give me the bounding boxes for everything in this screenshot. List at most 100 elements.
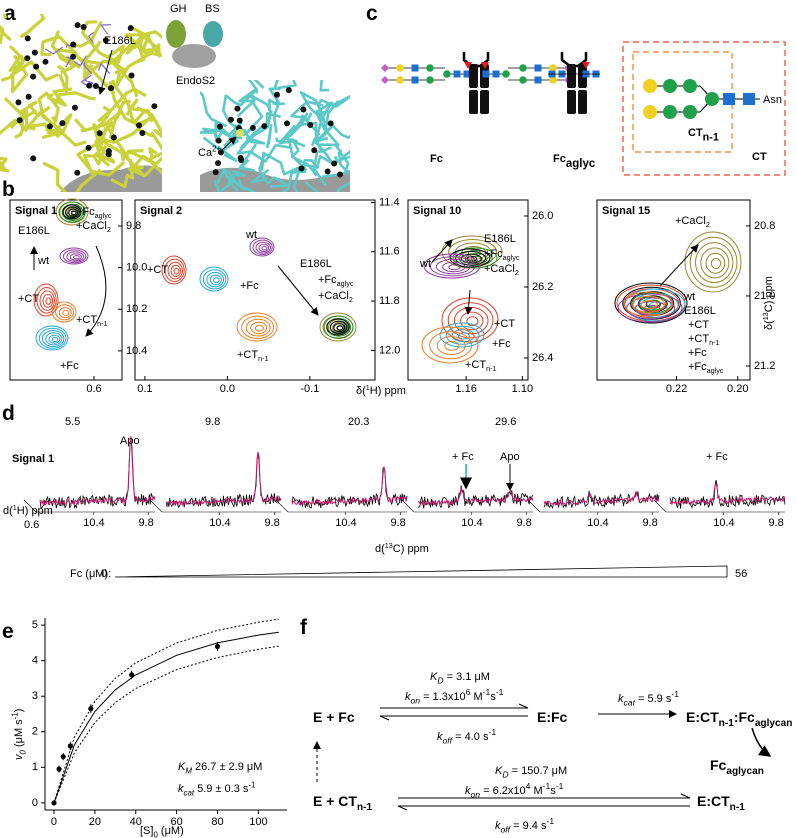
ribbon xyxy=(303,154,335,170)
residue-dot xyxy=(25,93,32,100)
label: Signal 2 xyxy=(140,205,182,217)
text-part: +CT xyxy=(465,359,486,371)
ribbon xyxy=(289,121,323,152)
ribbon xyxy=(329,123,350,139)
fc-chain xyxy=(469,64,478,88)
label: BS xyxy=(205,3,220,15)
fc-chain xyxy=(567,64,576,88)
contour xyxy=(71,210,77,216)
concentration-wedge xyxy=(114,565,728,578)
x-tick-label: -0.1 xyxy=(300,383,319,395)
text-part: 0 xyxy=(153,830,158,838)
contour xyxy=(445,325,480,345)
contour xyxy=(632,295,666,313)
rate-constant: koff = 4.0 s-1 xyxy=(437,727,496,746)
label: δ(1H) ppm xyxy=(356,383,406,397)
label: +CTn-1 xyxy=(76,314,107,328)
residue-dot xyxy=(70,53,77,60)
contour xyxy=(329,320,348,334)
ribbon xyxy=(136,127,162,163)
label: +CTn-1 xyxy=(465,359,496,373)
ribbon xyxy=(281,170,307,192)
residue-dot xyxy=(331,160,338,167)
trace-fit xyxy=(417,487,534,507)
text-part: +Fc xyxy=(688,361,707,373)
residue-dot xyxy=(311,147,318,154)
residue-dot xyxy=(336,171,343,178)
text-part: +Fc xyxy=(76,206,95,218)
ribbon xyxy=(312,139,342,153)
contour xyxy=(626,297,676,320)
rate-constant: koff = 9.4 s-1 xyxy=(495,816,554,835)
contour xyxy=(167,261,183,280)
arrow xyxy=(464,289,473,315)
text-part: 5.9 ± 0.3 s xyxy=(194,783,249,795)
ligand xyxy=(73,55,87,67)
contour xyxy=(73,255,80,260)
ribbon xyxy=(253,80,265,89)
label: wt xyxy=(245,229,257,241)
text-part: aglyc xyxy=(95,211,112,220)
ligand xyxy=(45,46,64,55)
x-tick-label: 100 xyxy=(249,816,267,828)
y-tick-label: 2 xyxy=(32,726,38,738)
contour xyxy=(254,324,264,332)
contour xyxy=(33,283,59,317)
contour xyxy=(62,204,82,220)
y-tick-label: 26.4 xyxy=(532,352,553,364)
label: 10.4 xyxy=(713,517,734,529)
text-part: 13 xyxy=(385,541,393,550)
ribbon xyxy=(40,35,79,57)
glycan-glcnac xyxy=(534,64,542,72)
residue-dot xyxy=(237,154,244,161)
label: Signal 15 xyxy=(602,205,650,217)
x-tick-label: 0.22 xyxy=(666,383,687,395)
label: GH xyxy=(170,3,187,15)
residue-dot xyxy=(139,129,146,136)
text-part: = 6.2x10 xyxy=(480,785,526,797)
residue-dot xyxy=(96,130,103,137)
contour xyxy=(700,247,730,279)
text-part: Ca xyxy=(198,147,213,159)
text-part: H) ppm xyxy=(17,505,53,517)
text-part: M xyxy=(185,766,192,775)
residue-dot xyxy=(212,169,219,176)
label: +CT xyxy=(494,318,515,330)
residue-dot xyxy=(285,87,292,94)
x-tick-label: 40 xyxy=(130,816,142,828)
ribbon xyxy=(230,175,255,192)
residue-dot xyxy=(33,63,40,70)
text-part: CT xyxy=(688,127,703,139)
arrow-head xyxy=(518,703,529,709)
text-part: 2 xyxy=(107,225,111,234)
ligand xyxy=(100,24,112,35)
arrow-head xyxy=(379,715,390,721)
text-part: aglyc xyxy=(566,158,596,170)
ribbon xyxy=(300,112,313,126)
glycan-glcnac xyxy=(743,93,755,105)
contour xyxy=(435,258,471,275)
residue-dot xyxy=(307,121,314,128)
glycan-glcnac xyxy=(723,93,735,105)
arrow xyxy=(431,239,453,263)
residue-dot xyxy=(273,91,280,98)
trace-fit xyxy=(39,436,156,506)
y-tick-label: 26.0 xyxy=(532,210,553,222)
text-part: v xyxy=(13,753,25,760)
label: Asn xyxy=(763,94,782,106)
x-tick-label: 0 xyxy=(51,816,57,828)
contour xyxy=(429,256,476,277)
glycan-man-y xyxy=(643,105,657,119)
ct-box xyxy=(622,41,786,176)
label: 9.8 xyxy=(768,517,783,529)
text-part: on xyxy=(411,696,421,706)
ribbon xyxy=(119,148,136,162)
fc-chain xyxy=(469,90,478,114)
domain-core xyxy=(172,44,216,68)
label: d(13C) ppm xyxy=(375,541,429,555)
glycan-man xyxy=(519,76,527,84)
glycan-man xyxy=(683,79,697,93)
data-point xyxy=(214,643,221,650)
y-tick-label: 1 xyxy=(32,761,38,773)
y-tick-label: 12.0 xyxy=(379,344,400,356)
